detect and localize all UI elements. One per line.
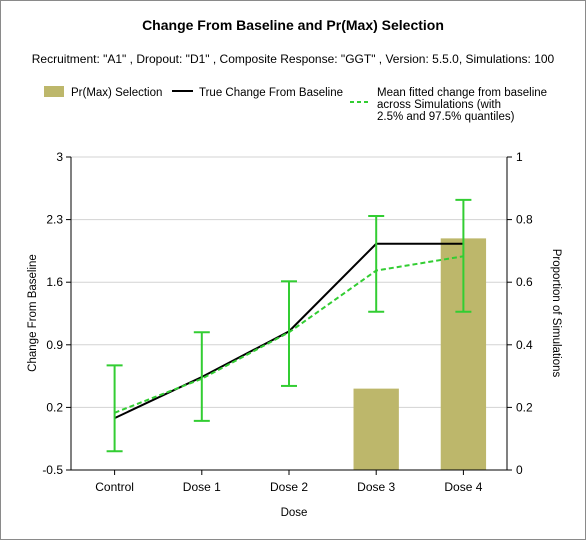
legend-swatch-bar xyxy=(44,86,64,97)
legend-label-fitted-3: 2.5% and 97.5% quantiles) xyxy=(377,111,515,123)
x-tick-label: Control xyxy=(95,480,134,494)
y-left-tick-label: 1.6 xyxy=(46,275,63,289)
axes xyxy=(66,156,512,475)
y-left-tick-label: 0.2 xyxy=(46,400,63,414)
lines xyxy=(106,198,472,453)
legend-label-fitted-2: across Simulations (with xyxy=(377,99,501,111)
x-tick-label: Dose 1 xyxy=(183,480,221,494)
y-right-tick-label: 1 xyxy=(516,150,523,164)
y-left-tick-label: -0.5 xyxy=(42,463,63,477)
y-right-tick-label: 0.4 xyxy=(516,338,533,352)
legend-label-prmax: Pr(Max) Selection xyxy=(71,87,162,99)
y-left-tick-label: 2.3 xyxy=(46,213,63,227)
bars xyxy=(353,238,487,470)
y-axis-label-left: Change From Baseline xyxy=(27,254,39,372)
x-tick-label: Dose 2 xyxy=(270,480,308,494)
fitted-change-line xyxy=(114,255,464,414)
bar-prmax xyxy=(353,388,399,470)
y-left-tick-label: 0.9 xyxy=(46,338,63,352)
chart-subtitle: Recruitment: "A1" , Dropout: "D1" , Comp… xyxy=(32,52,555,66)
chart-title: Change From Baseline and Pr(Max) Selecti… xyxy=(142,17,444,33)
legend: Pr(Max) Selection True Change From Basel… xyxy=(44,86,547,123)
x-axis-label: Dose xyxy=(281,507,308,519)
x-tick-label: Dose 4 xyxy=(444,480,482,494)
legend-label-fitted-1: Mean fitted change from baseline xyxy=(377,87,547,99)
tick-labels: 3 1 2.3 0.8 1.6 0.6 0.9 0.4 0.2 0.2 -0.5 0 Control Do… xyxy=(42,150,533,494)
y-axis-label-right: Proportion of Simulations xyxy=(550,249,562,378)
legend-label-true: True Change From Baseline xyxy=(199,87,343,99)
y-left-tick-label: 3 xyxy=(56,150,63,164)
y-right-tick-label: 0.2 xyxy=(516,400,533,414)
y-right-tick-label: 0.6 xyxy=(516,275,533,289)
x-tick-label: Dose 3 xyxy=(357,480,395,494)
y-right-tick-label: 0.8 xyxy=(516,213,533,227)
y-right-tick-label: 0 xyxy=(516,463,523,477)
